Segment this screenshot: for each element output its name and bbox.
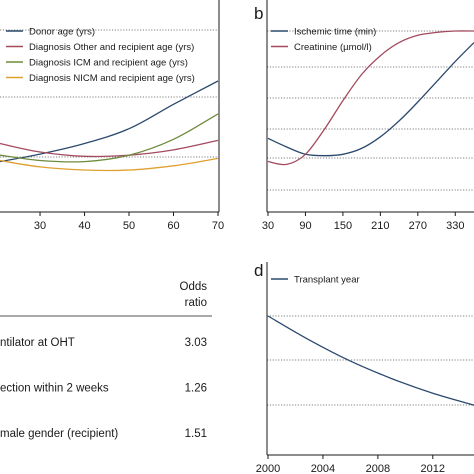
- table-rows: ntilator at OHT 3.03 ection within 2 weeks…: [0, 337, 207, 440]
- table-row-value: 1.26: [185, 383, 207, 395]
- panel-b-legend-label: Ischemic time (min): [294, 27, 376, 38]
- panel-age-series: [0, 80, 219, 172]
- panel-age-legend-label: Diagnosis Other and recipient age (yrs): [29, 42, 194, 53]
- panel-age-x-ticks: 30 40 50 60 70: [34, 212, 224, 232]
- panel-age-legend-label: Donor age (yrs): [29, 27, 95, 38]
- panel-d-series: [267, 315, 474, 406]
- panel-age-gridlines: [0, 29, 219, 158]
- panel-b-legend: Ischemic time (min) Creatinine (µmol/l): [271, 27, 376, 53]
- panel-b-x-tick-label: 330: [446, 220, 464, 232]
- panel-b-x-tick-label: 90: [299, 220, 311, 232]
- panel-d-x-tick-label: 2012: [421, 463, 445, 474]
- table-row-value: 1.51: [185, 428, 207, 440]
- panel-age-x-tick-label: 30: [34, 220, 46, 232]
- panel-age-legend-label: Diagnosis NICM and recipient age (yrs): [29, 73, 195, 84]
- panel-age-x-tick-label: 50: [123, 220, 135, 232]
- table-header-line-2: ratio: [185, 297, 207, 309]
- panel-d-x-tick-label: 2004: [311, 463, 335, 474]
- panel-b-x-tick-label: 210: [371, 220, 389, 232]
- panel-age-x-tick-label: 70: [212, 220, 224, 232]
- panel-age-series-line-3: [0, 157, 219, 172]
- panel-d-gridlines: [267, 315, 474, 406]
- panel-b-x-tick-label: 150: [334, 220, 352, 232]
- panel-age-series-line-2: [0, 113, 219, 163]
- panel-age-series-line-1: [0, 139, 219, 158]
- table-row-label: ection within 2 weeks: [0, 383, 109, 395]
- panel-age: 30 40 50 60 70 Donor age (yrs) Diagnosis Othe…: [0, 0, 224, 232]
- table-row-label: ntilator at OHT: [0, 337, 75, 349]
- panel-b-x-tick-label: 270: [409, 220, 427, 232]
- panel-d-series-line-0: [267, 315, 474, 406]
- panel-b-x-ticks: 30 90 150 210 270 330: [262, 212, 464, 232]
- panel-age-x-tick-label: 40: [78, 220, 90, 232]
- panel-d-letter: d: [254, 261, 263, 280]
- panel-b-series-line-1: [267, 30, 474, 166]
- table-row-value: 3.03: [185, 337, 207, 349]
- panel-b-series-line-0: [267, 42, 474, 157]
- panel-b-letter: b: [254, 4, 263, 23]
- panel-age-x-tick-label: 60: [167, 220, 179, 232]
- odds-ratio-table: Odds ratio ntilator at OHT 3.03 ection wit…: [0, 281, 212, 440]
- panel-age-legend-label: Diagnosis ICM and recipient age (yrs): [29, 58, 188, 69]
- panel-b-x-tick-label: 30: [262, 220, 274, 232]
- panel-b: b 30 90 150 210 270 330 Ischemic time (min) Cr…: [254, 0, 474, 232]
- panel-b-series: [267, 30, 474, 166]
- panel-d-legend: Transplant year: [271, 275, 360, 286]
- table-header-line-1: Odds: [180, 281, 208, 293]
- panel-age-series-line-0: [0, 80, 219, 163]
- panel-d: d 2000 2004 2008 2012 Transplant year: [254, 261, 474, 474]
- panel-b-gridlines: [267, 30, 474, 191]
- panel-b-legend-label: Creatinine (µmol/l): [294, 42, 372, 53]
- panel-age-legend: Donor age (yrs) Diagnosis Other and recip…: [6, 27, 195, 84]
- panel-d-legend-label: Transplant year: [294, 275, 360, 286]
- panel-d-x-tick-label: 2000: [256, 463, 280, 474]
- panel-d-x-ticks: 2000 2004 2008 2012: [256, 455, 445, 474]
- panel-d-x-tick-label: 2008: [366, 463, 390, 474]
- table-row-label: male gender (recipient): [0, 428, 118, 440]
